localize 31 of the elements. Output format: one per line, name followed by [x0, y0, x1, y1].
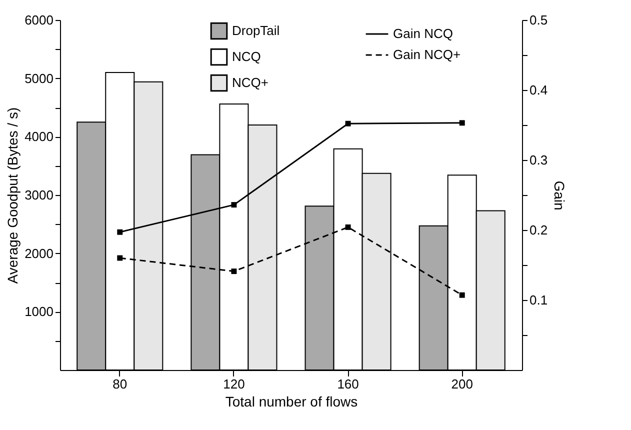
legend-label: DropTail	[232, 23, 280, 38]
y-tick-label: 3000	[24, 188, 54, 202]
legend-label: Gain NCQ	[393, 26, 453, 41]
y-tick-label: 5000	[24, 70, 54, 86]
y-tick-label: 1000	[24, 304, 54, 320]
x-tick-label: 80	[112, 376, 128, 392]
y-tick-label: 2000	[24, 246, 54, 261]
point	[117, 255, 123, 261]
point	[345, 224, 351, 230]
point	[459, 120, 465, 126]
legend-label: NCQ+	[232, 75, 268, 90]
x-tick-label: 160	[337, 376, 359, 392]
y-axis-title: Average Goodput (Bytes / s)	[4, 107, 21, 284]
legend-label: NCQ	[232, 49, 261, 64]
y2-tick-label: 0.5	[530, 12, 548, 28]
y2-axis-title: Gain	[552, 180, 568, 210]
point	[231, 268, 237, 274]
point	[117, 229, 123, 235]
x-axis-title: Total number of flows	[225, 394, 358, 410]
legend-label: Gain NCQ+	[393, 47, 461, 62]
y2-tick-label: 0.2	[530, 222, 548, 238]
y2-tick-label: 0.3	[530, 152, 548, 168]
y2-tick-label: 0.1	[530, 292, 548, 308]
x-tick-label: 200	[451, 376, 473, 392]
y-tick-label: 4000	[24, 129, 54, 144]
y2-tick-label: 0.4	[530, 82, 548, 98]
point	[231, 202, 237, 208]
x-tick-label: 120	[223, 376, 245, 392]
point	[345, 120, 351, 126]
y-tick-label: 6000	[24, 12, 54, 28]
point	[459, 292, 465, 298]
